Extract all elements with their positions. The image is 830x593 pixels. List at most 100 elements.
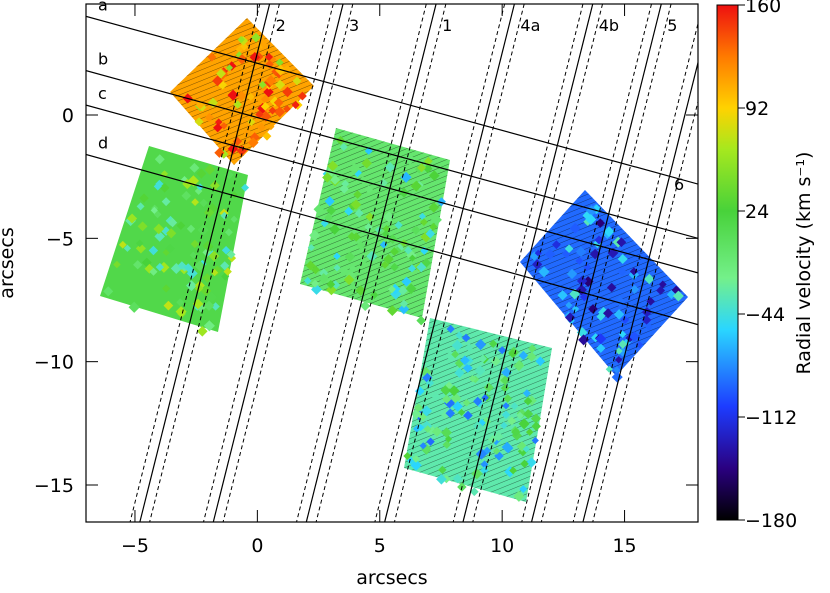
colorbar-tick-label: −44 [745,304,785,326]
velocity-pixel [518,350,529,361]
velocity-pixel [225,64,234,72]
velocity-pixel [168,217,178,228]
velocity-pixel [441,427,452,438]
velocity-pixel [474,364,486,377]
velocity-pixel [503,394,513,403]
slit-2-line [139,4,271,522]
region-hatch-east [520,190,688,376]
plot-frame [85,3,699,523]
velocity-pixel [585,214,597,225]
slit-4b-line [462,4,594,522]
slit-labels: a bc d 2 3 1 4a 4b 5 6 [98,0,684,194]
velocity-pixel [154,154,165,165]
slit-5-line [530,4,662,522]
velocity-pixel [319,268,329,278]
velocity-pixel [203,300,215,311]
velocity-pixel [615,347,623,355]
velocity-pixel [629,331,640,342]
velocity-pixel [333,264,341,272]
slit-4a-label: 4a [520,16,540,35]
velocity-pixel [498,346,507,355]
slit-d-label: d [98,133,108,152]
velocity-pixel [613,366,621,374]
velocity-pixel [305,260,316,271]
velocity-pixel [390,262,399,272]
velocity-pixel [455,331,464,340]
velocity-pixel [307,244,315,252]
velocity-pixel [454,367,465,379]
velocity-pixel [189,162,200,173]
colorbar-tick-label: 160 [745,0,781,17]
velocity-pixel [136,202,145,211]
slit-6-edge-1 [592,99,698,522]
slit-3-edge-0 [203,4,334,522]
velocity-pixel [500,375,510,386]
velocity-pixel [501,441,513,453]
velocity-pixel [297,91,307,101]
x-tick-label: −5 [121,535,149,557]
velocity-pixel [510,402,519,410]
velocity-pixel [384,161,396,173]
velocity-pixel [566,268,578,280]
velocity-pixel [183,263,193,273]
velocity-pixel [397,285,408,296]
velocity-pixel [620,315,630,324]
region-hatch-south [404,318,552,502]
velocity-pixel [311,279,320,288]
velocity-pixel [436,197,446,207]
velocity-pixel [260,94,270,104]
velocity-pixel [291,100,300,110]
velocity-pixel [155,179,164,188]
velocity-pixel [464,343,474,352]
velocity-pixel [379,178,388,188]
velocity-pixel [241,183,250,192]
velocity-pixel [451,350,460,359]
velocity-pixel [165,243,175,254]
velocity-pixel [204,112,214,123]
slit-2-edge-0 [129,4,261,522]
velocity-pixel [349,264,357,272]
velocity-pixel [353,190,362,199]
velocity-pixel [383,211,395,223]
velocity-pixel [313,204,324,215]
velocity-pixel [309,229,321,241]
velocity-pixel [611,371,623,383]
velocity-pixel [530,413,542,424]
slit-1-edge-0 [296,4,427,522]
slit-6-line [582,60,698,522]
velocity-pixel [329,224,341,235]
velocity-pixel [420,218,428,226]
velocity-pixel [387,285,396,294]
velocity-pixel [303,276,312,285]
velocity-pixel [326,205,336,216]
slit-1-edge-1 [315,4,447,522]
plot-area [86,4,698,522]
velocity-pixel [274,106,286,118]
slit-4b-label: 4b [599,16,619,35]
velocity-pixel [419,442,427,450]
velocity-pixel [462,363,473,373]
velocity-pixel [209,180,220,191]
velocity-pixel [460,355,470,366]
slit-1-label: 1 [442,16,452,35]
slit-a-label: a [98,0,108,14]
velocity-pixel [118,240,127,249]
velocity-pixel [475,448,488,460]
slit-c-label: c [98,84,107,103]
y-tick-label: 0 [62,105,74,127]
velocity-pixel [658,280,667,289]
velocity-pixel [207,52,217,62]
velocity-pixel [489,339,498,348]
velocity-pixel [224,228,233,237]
velocity-pixel [208,250,220,262]
velocity-pixel [283,105,291,113]
velocity-pixel [364,185,373,194]
velocity-pixel [564,244,574,254]
velocity-regions [100,18,688,502]
slit-6-label: 6 [674,175,684,194]
x-tick-label: 15 [612,535,636,557]
velocity-pixel [595,333,607,345]
velocity-pixel [448,385,460,397]
velocity-pixel [366,250,378,262]
velocity-pixel [159,183,170,193]
